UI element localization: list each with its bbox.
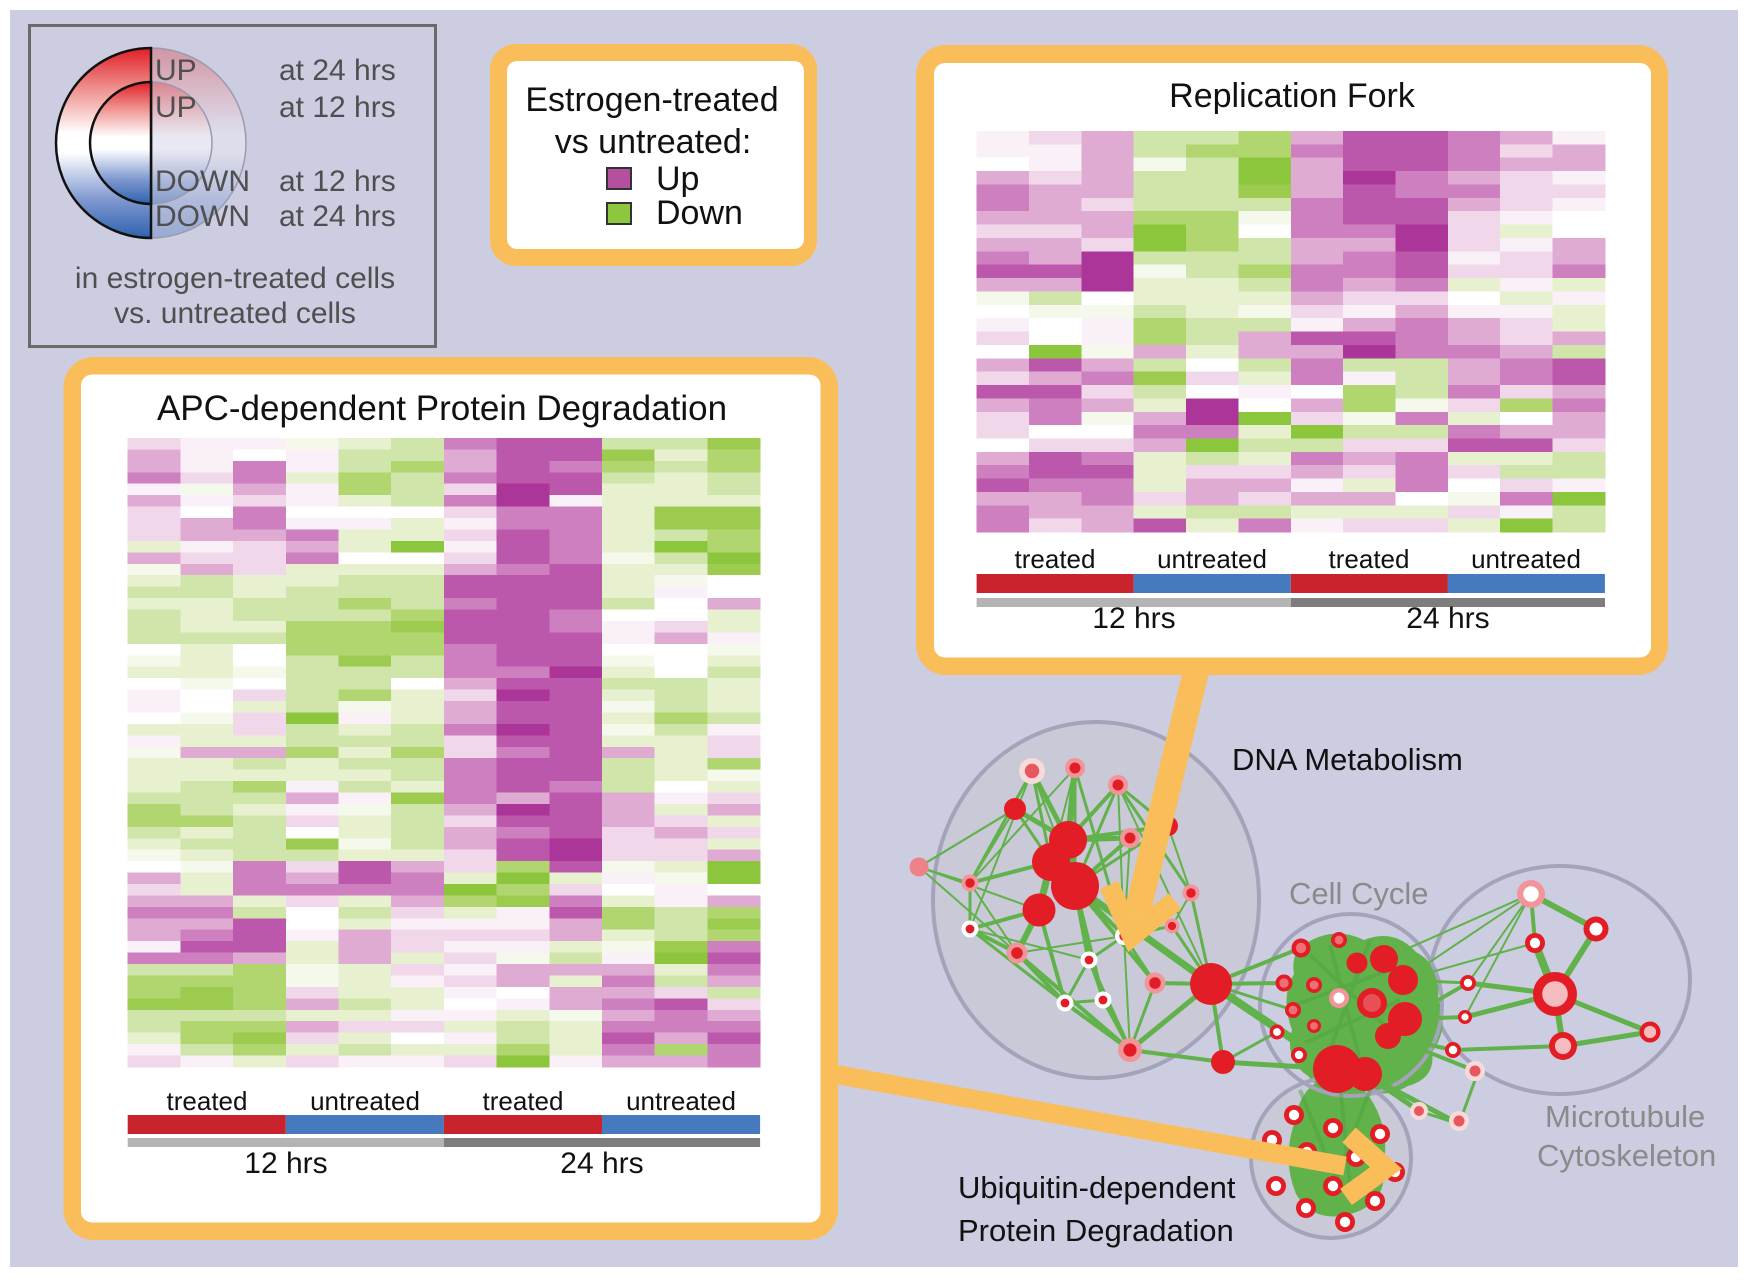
svg-text:Up: Up (656, 160, 699, 198)
svg-text:treated: treated (483, 1086, 564, 1116)
svg-text:at 12 hrs: at 12 hrs (279, 165, 396, 198)
svg-text:24 hrs: 24 hrs (560, 1147, 643, 1180)
svg-text:untreated: untreated (310, 1086, 420, 1116)
svg-text:at 12 hrs: at 12 hrs (279, 91, 396, 124)
svg-text:treated: treated (167, 1086, 248, 1116)
svg-text:treated: treated (1015, 544, 1096, 574)
svg-text:untreated: untreated (626, 1086, 736, 1116)
svg-text:UP: UP (155, 54, 197, 87)
svg-text:Down: Down (656, 194, 743, 232)
svg-text:in estrogen-treated cells: in estrogen-treated cells (75, 262, 395, 295)
svg-text:Microtubule: Microtubule (1545, 1099, 1705, 1134)
svg-text:DOWN: DOWN (155, 200, 250, 233)
svg-text:24 hrs: 24 hrs (1406, 602, 1489, 635)
svg-text:vs. untreated cells: vs. untreated cells (114, 297, 356, 330)
svg-text:untreated: untreated (1471, 544, 1581, 574)
svg-text:at 24 hrs: at 24 hrs (279, 54, 396, 87)
svg-text:UP: UP (155, 91, 197, 124)
svg-text:at 24 hrs: at 24 hrs (279, 200, 396, 233)
svg-text:Cell Cycle: Cell Cycle (1289, 876, 1429, 911)
svg-text:DNA Metabolism: DNA Metabolism (1232, 742, 1463, 777)
svg-text:Cytoskeleton: Cytoskeleton (1537, 1138, 1716, 1173)
svg-text:treated: treated (1329, 544, 1410, 574)
svg-text:APC-dependent Protein Degradat: APC-dependent Protein Degradation (157, 389, 727, 428)
svg-text:DOWN: DOWN (155, 165, 250, 198)
svg-text:12 hrs: 12 hrs (1092, 602, 1175, 635)
svg-text:vs untreated:: vs untreated: (555, 123, 752, 161)
svg-text:Ubiquitin-dependent: Ubiquitin-dependent (958, 1170, 1236, 1205)
svg-text:Protein Degradation: Protein Degradation (958, 1213, 1234, 1248)
svg-text:Replication Fork: Replication Fork (1169, 77, 1416, 115)
svg-text:Estrogen-treated: Estrogen-treated (525, 81, 778, 119)
svg-text:12 hrs: 12 hrs (244, 1147, 327, 1180)
svg-text:untreated: untreated (1157, 544, 1267, 574)
